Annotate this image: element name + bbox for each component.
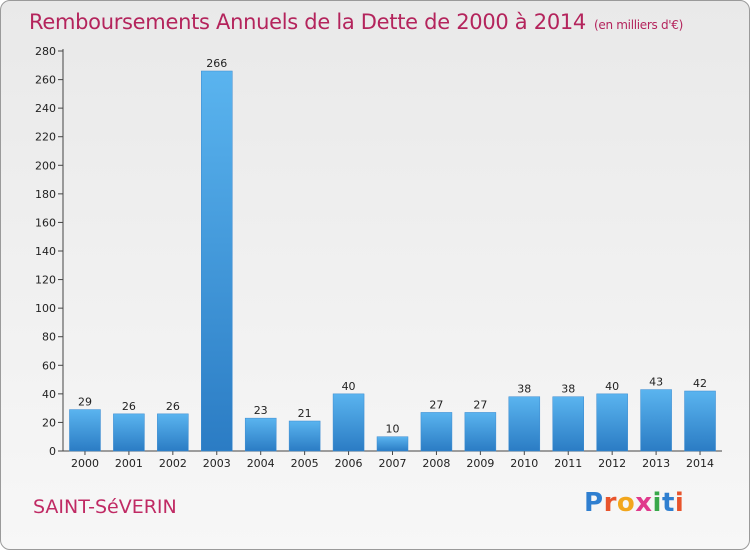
bar-2000: [69, 409, 101, 452]
bar-value-label: 38: [561, 383, 575, 396]
bar-2009: [464, 412, 497, 452]
y-tick-label: 40: [42, 388, 56, 401]
y-tick-label: 220: [35, 131, 56, 144]
bar-2003: [201, 70, 233, 452]
x-tick-label: 2011: [554, 457, 582, 470]
logo-letter: o: [616, 488, 636, 518]
y-tick-label: 60: [42, 359, 56, 372]
bar-2012: [596, 393, 628, 452]
commune-name: SAINT-SéVERIN: [33, 496, 177, 518]
y-tick-label: 80: [42, 331, 56, 344]
bar-2001: [113, 413, 145, 452]
y-tick-label: 180: [35, 188, 56, 201]
x-axis: 2000 2001 2002 2003 2004 2005 2006 2007 2008 2009…: [63, 450, 722, 470]
x-tick-label: 2000: [71, 457, 99, 470]
bar-value-label: 42: [693, 377, 707, 390]
bar-2002: [157, 413, 189, 452]
logo-letter: i: [674, 488, 685, 518]
y-tick-label: 120: [35, 274, 56, 287]
y-tick-label: 20: [42, 416, 56, 429]
bar-value-label: 27: [429, 398, 443, 411]
chart-title: Remboursements Annuels de la Dette de 20…: [29, 10, 683, 34]
bar-series: 29 26 26 266 23 21 40 10 27 27 38 38 40 43 42: [69, 57, 716, 452]
chart-unit: (en milliers d'€): [594, 18, 684, 32]
x-tick-label: 2008: [422, 457, 450, 470]
bar-2011: [552, 396, 584, 452]
bar-2008: [420, 412, 453, 452]
x-tick-label: 2012: [598, 457, 626, 470]
bar-value-label: 26: [166, 400, 180, 413]
logo-letter: P: [584, 488, 604, 518]
x-tick-label: 2013: [642, 457, 670, 470]
bar-value-label: 26: [122, 400, 136, 413]
y-tick-label: 160: [35, 216, 56, 229]
bar-value-label: 10: [386, 423, 400, 436]
x-tick-label: 2002: [159, 457, 187, 470]
bar-value-label: 29: [78, 396, 92, 409]
bar-2014: [684, 390, 716, 452]
y-tick-label: 140: [35, 245, 56, 258]
bar-value-label: 40: [605, 380, 619, 393]
x-tick-label: 2003: [203, 457, 231, 470]
bar-value-label: 40: [342, 380, 356, 393]
y-axis: 0 20 40 60 80 100 120 140 160 180 200 220 240 260 280: [35, 45, 64, 458]
bar-2010: [508, 396, 541, 452]
bar-2007: [376, 436, 409, 452]
bar-value-label: 27: [473, 398, 487, 411]
proxiti-logo[interactable]: Proxiti: [584, 488, 684, 518]
bar-value-label: 266: [206, 57, 227, 70]
bar-value-label: 21: [298, 407, 312, 420]
logo-letter: x: [635, 488, 653, 518]
y-tick-label: 280: [35, 45, 56, 58]
y-tick-label: 260: [35, 74, 56, 87]
logo-letter: r: [603, 488, 617, 518]
x-tick-label: 2004: [247, 457, 275, 470]
x-tick-label: 2009: [466, 457, 494, 470]
x-tick-label: 2014: [686, 457, 714, 470]
y-tick-label: 100: [35, 302, 56, 315]
bar-2004: [244, 417, 277, 452]
y-tick-label: 0: [49, 445, 56, 458]
x-tick-label: 2007: [379, 457, 407, 470]
x-tick-label: 2001: [115, 457, 143, 470]
bar-2006: [332, 393, 365, 452]
bar-2013: [640, 389, 672, 452]
bar-value-label: 43: [649, 376, 663, 389]
bar-2005: [288, 420, 321, 452]
logo-letter: t: [661, 488, 675, 518]
x-tick-label: 2006: [335, 457, 363, 470]
y-tick-label: 240: [35, 102, 56, 115]
bar-value-label: 23: [254, 404, 268, 417]
x-tick-label: 2005: [291, 457, 319, 470]
bar-value-label: 38: [517, 383, 531, 396]
x-tick-label: 2010: [510, 457, 538, 470]
logo-letter: i: [652, 488, 662, 518]
chart-title-text: Remboursements Annuels de la Dette de 20…: [29, 10, 586, 34]
y-tick-label: 200: [35, 159, 56, 172]
